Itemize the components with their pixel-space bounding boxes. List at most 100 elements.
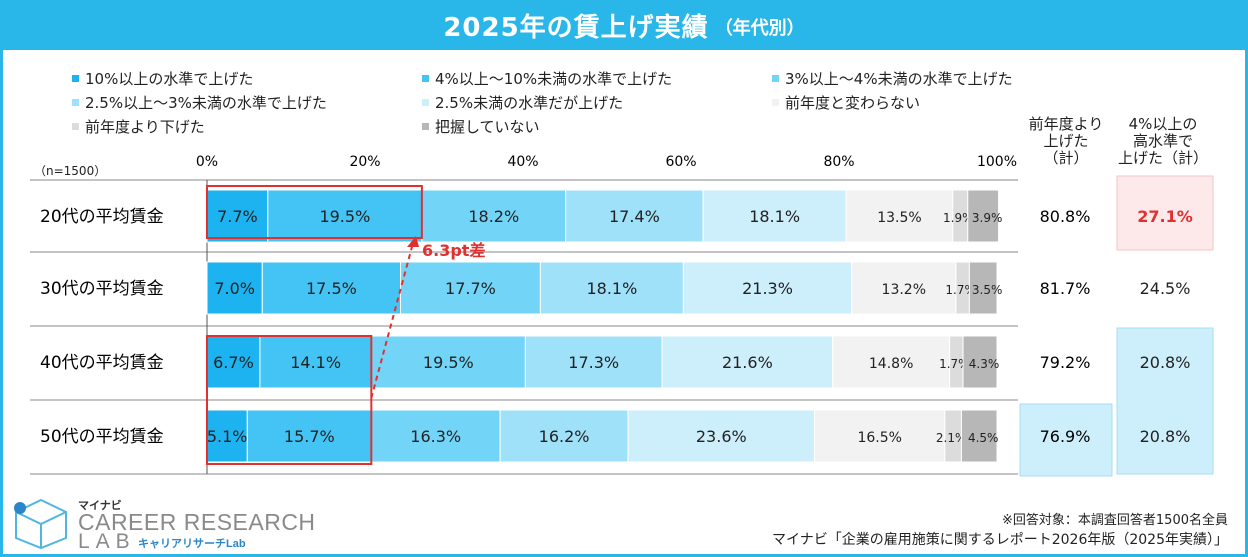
- data-label: 21.3%: [742, 279, 793, 298]
- data-label: 18.1%: [749, 207, 800, 226]
- data-label: 13.2%: [882, 282, 926, 298]
- legend-swatch: [72, 75, 79, 82]
- raised-total-header: 前年度より 上げた （計）: [1018, 116, 1114, 167]
- legend-swatch: [72, 99, 79, 106]
- legend-label: 把握していない: [435, 118, 540, 136]
- data-label: 7.0%: [214, 279, 255, 298]
- high-total-header: 4%以上の 高水準で 上げた（計）: [1113, 116, 1213, 167]
- category-label: 20代の平均賃金: [40, 207, 164, 227]
- cube-logo-icon: [14, 498, 67, 550]
- category-label: 30代の平均賃金: [40, 279, 164, 299]
- data-label: 5.1%: [207, 427, 248, 446]
- legend-label: 2.5%以上～3%未満の水準で上げた: [85, 94, 327, 112]
- data-label: 19.5%: [423, 353, 474, 372]
- sample-size-label: （n=1500）: [34, 164, 107, 178]
- legend-swatch: [422, 99, 429, 106]
- legend-item: 2.5%以上～3%未満の水準で上げた: [72, 92, 327, 113]
- data-label: 4.5%: [968, 431, 999, 445]
- data-label: 18.1%: [586, 279, 637, 298]
- bar-segment: [814, 409, 946, 463]
- logo-line1: CAREER RESEARCH: [78, 509, 316, 535]
- bar-segment: [627, 409, 816, 463]
- data-label: 23.6%: [696, 427, 747, 446]
- title-bar: 2025年の賃上げ実績 （年代別）: [0, 0, 1248, 50]
- data-label: 3.5%: [972, 283, 1003, 297]
- data-label: 14.8%: [869, 356, 913, 372]
- bar-segment: [499, 409, 629, 463]
- category-label: 40代の平均賃金: [40, 353, 164, 373]
- data-label: 1.7%: [939, 357, 970, 371]
- data-label: 15.7%: [284, 427, 335, 446]
- bar-segment: [960, 409, 998, 463]
- legend-item: 前年度より下げた: [72, 116, 205, 137]
- data-label: 14.1%: [290, 353, 341, 372]
- data-label: 16.2%: [539, 427, 590, 446]
- data-label: 18.2%: [468, 207, 519, 226]
- bar-segment: [267, 189, 423, 243]
- legend-item: 2.5%未満の水準だが上げた: [422, 92, 623, 113]
- data-label: 17.3%: [568, 353, 619, 372]
- data-label: 1.9%: [943, 211, 974, 225]
- legend-swatch: [422, 123, 429, 130]
- high-total-header-line: 4%以上の: [1128, 115, 1198, 133]
- bar-segment: [370, 335, 526, 389]
- data-label: 13.5%: [877, 210, 921, 226]
- raised-total-value: 79.2%: [1040, 353, 1091, 372]
- arrow-head-icon: [407, 236, 419, 247]
- highlight-cell-bg: [1116, 175, 1214, 251]
- data-label: 1.7%: [945, 283, 976, 297]
- data-label: 4.3%: [969, 357, 1000, 371]
- category-label: 50代の平均賃金: [40, 427, 164, 447]
- logo-sub: キャリアリサーチLab: [138, 538, 246, 550]
- high-total-value: 20.8%: [1140, 427, 1191, 446]
- legend-item: 4%以上～10%未満の水準で上げた: [422, 68, 672, 89]
- legend-label: 2.5%未満の水準だが上げた: [435, 94, 624, 112]
- data-label: 16.5%: [857, 430, 901, 446]
- legend-label: 10%以上の水準で上げた: [85, 70, 254, 88]
- high-total-value: 27.1%: [1137, 207, 1193, 226]
- raised-total-header-line: 前年度より: [1028, 115, 1104, 133]
- bar-segment: [968, 261, 998, 315]
- legend-item: 10%以上の水準で上げた: [72, 68, 253, 89]
- legend-label: 前年度と変わらない: [785, 94, 921, 112]
- data-label: 2.1%: [936, 431, 967, 445]
- data-label: 3.9%: [972, 211, 1003, 225]
- bar-segment: [851, 261, 957, 315]
- bar-segment: [246, 409, 372, 463]
- raised-total-value: 80.8%: [1040, 207, 1091, 226]
- legend-swatch: [772, 99, 779, 106]
- difference-annotation: 6.3pt差: [422, 241, 485, 260]
- legend-swatch: [772, 75, 779, 82]
- x-tick-label: 40%: [507, 154, 538, 170]
- chart-subtitle: （年代別）: [714, 18, 805, 39]
- bar-segment: [206, 261, 263, 315]
- footnote: ※回答対象：本調査回答者1500名全員: [1002, 513, 1228, 528]
- chart-title: 2025年の賃上げ実績: [443, 12, 709, 43]
- high-total-value: 20.8%: [1140, 353, 1191, 372]
- bar-segment: [539, 261, 684, 315]
- x-tick-label: 60%: [665, 154, 696, 170]
- raised-total-value: 81.7%: [1040, 279, 1091, 298]
- data-label: 7.7%: [217, 207, 258, 226]
- data-label: 6.7%: [213, 353, 254, 372]
- logo-brand: マイナビ: [78, 500, 122, 512]
- legend-label: 3%以上～4%未満の水準で上げた: [785, 70, 1013, 88]
- legend-swatch: [422, 75, 429, 82]
- bar-segment: [370, 409, 501, 463]
- legend-label: 4%以上～10%未満の水準で上げた: [435, 70, 673, 88]
- raised-total-value: 76.9%: [1040, 427, 1091, 446]
- source-citation: マイナビ「企業の雇用施策に関するレポート2026年版（2025年実績）」: [772, 532, 1228, 548]
- bar-segment: [400, 261, 541, 315]
- bar-segment: [682, 261, 853, 315]
- raised-total-header-line: （計）: [1043, 149, 1089, 167]
- data-label: 21.6%: [722, 353, 773, 372]
- bar-segment: [702, 189, 847, 243]
- data-label: 19.5%: [319, 207, 370, 226]
- legend-item: 把握していない: [422, 116, 540, 137]
- raised-total-header-line: 上げた: [1043, 132, 1089, 150]
- x-tick-label: 0%: [196, 154, 218, 170]
- bar-segment: [967, 189, 1000, 243]
- bar-segment: [261, 261, 402, 315]
- data-label: 17.7%: [445, 279, 496, 298]
